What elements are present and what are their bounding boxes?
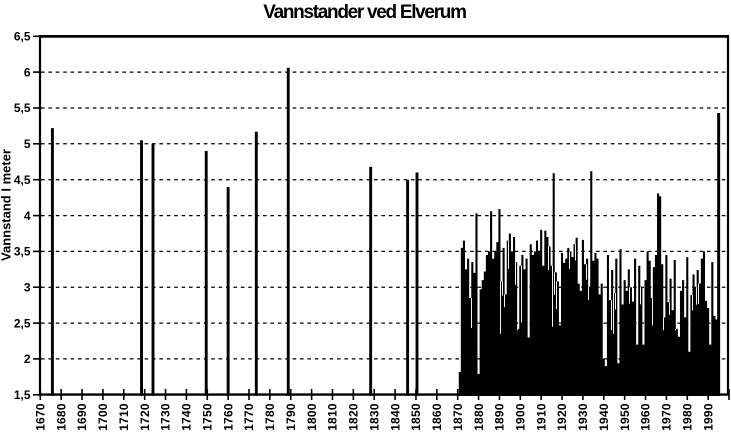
svg-text:6,5: 6,5 (14, 30, 31, 44)
svg-text:1900: 1900 (514, 403, 528, 431)
svg-text:1960: 1960 (639, 403, 653, 431)
svg-text:1680: 1680 (54, 403, 68, 431)
svg-text:1700: 1700 (96, 403, 110, 431)
svg-text:1780: 1780 (263, 403, 277, 431)
svg-text:3,5: 3,5 (14, 245, 31, 259)
svg-text:2: 2 (24, 352, 31, 366)
svg-text:1760: 1760 (221, 403, 235, 431)
svg-text:1810: 1810 (326, 403, 340, 431)
svg-text:Vannstand I meter: Vannstand I meter (0, 149, 14, 261)
svg-text:1950: 1950 (618, 403, 632, 431)
svg-text:1980: 1980 (680, 403, 694, 431)
svg-text:4,5: 4,5 (14, 173, 31, 187)
svg-text:1690: 1690 (75, 403, 89, 431)
svg-text:1890: 1890 (493, 403, 507, 431)
svg-text:1850: 1850 (409, 403, 423, 431)
svg-text:1,5: 1,5 (14, 388, 31, 402)
svg-text:1940: 1940 (597, 403, 611, 431)
svg-text:1910: 1910 (534, 403, 548, 431)
svg-text:3: 3 (24, 280, 31, 294)
svg-text:1870: 1870 (451, 403, 465, 431)
svg-text:1750: 1750 (200, 403, 214, 431)
svg-text:1990: 1990 (701, 403, 715, 431)
svg-text:Vannstander ved Elverum: Vannstander ved Elverum (263, 2, 466, 23)
svg-text:1790: 1790 (284, 403, 298, 431)
svg-text:5: 5 (24, 137, 31, 151)
svg-text:1880: 1880 (472, 403, 486, 431)
svg-text:1820: 1820 (347, 403, 361, 431)
svg-text:5,5: 5,5 (14, 101, 31, 115)
svg-text:1920: 1920 (555, 403, 569, 431)
svg-text:1740: 1740 (180, 403, 194, 431)
svg-text:1670: 1670 (34, 403, 48, 431)
svg-text:1840: 1840 (388, 403, 402, 431)
svg-text:4: 4 (24, 209, 31, 223)
svg-text:6: 6 (24, 65, 31, 79)
svg-text:1730: 1730 (159, 403, 173, 431)
svg-text:1860: 1860 (430, 403, 444, 431)
svg-text:1770: 1770 (242, 403, 256, 431)
svg-text:1800: 1800 (305, 403, 319, 431)
svg-text:1830: 1830 (367, 403, 381, 431)
svg-text:1970: 1970 (660, 403, 674, 431)
svg-text:1930: 1930 (576, 403, 590, 431)
svg-text:2,5: 2,5 (14, 316, 31, 330)
svg-text:1710: 1710 (117, 403, 131, 431)
svg-text:1720: 1720 (138, 403, 152, 431)
